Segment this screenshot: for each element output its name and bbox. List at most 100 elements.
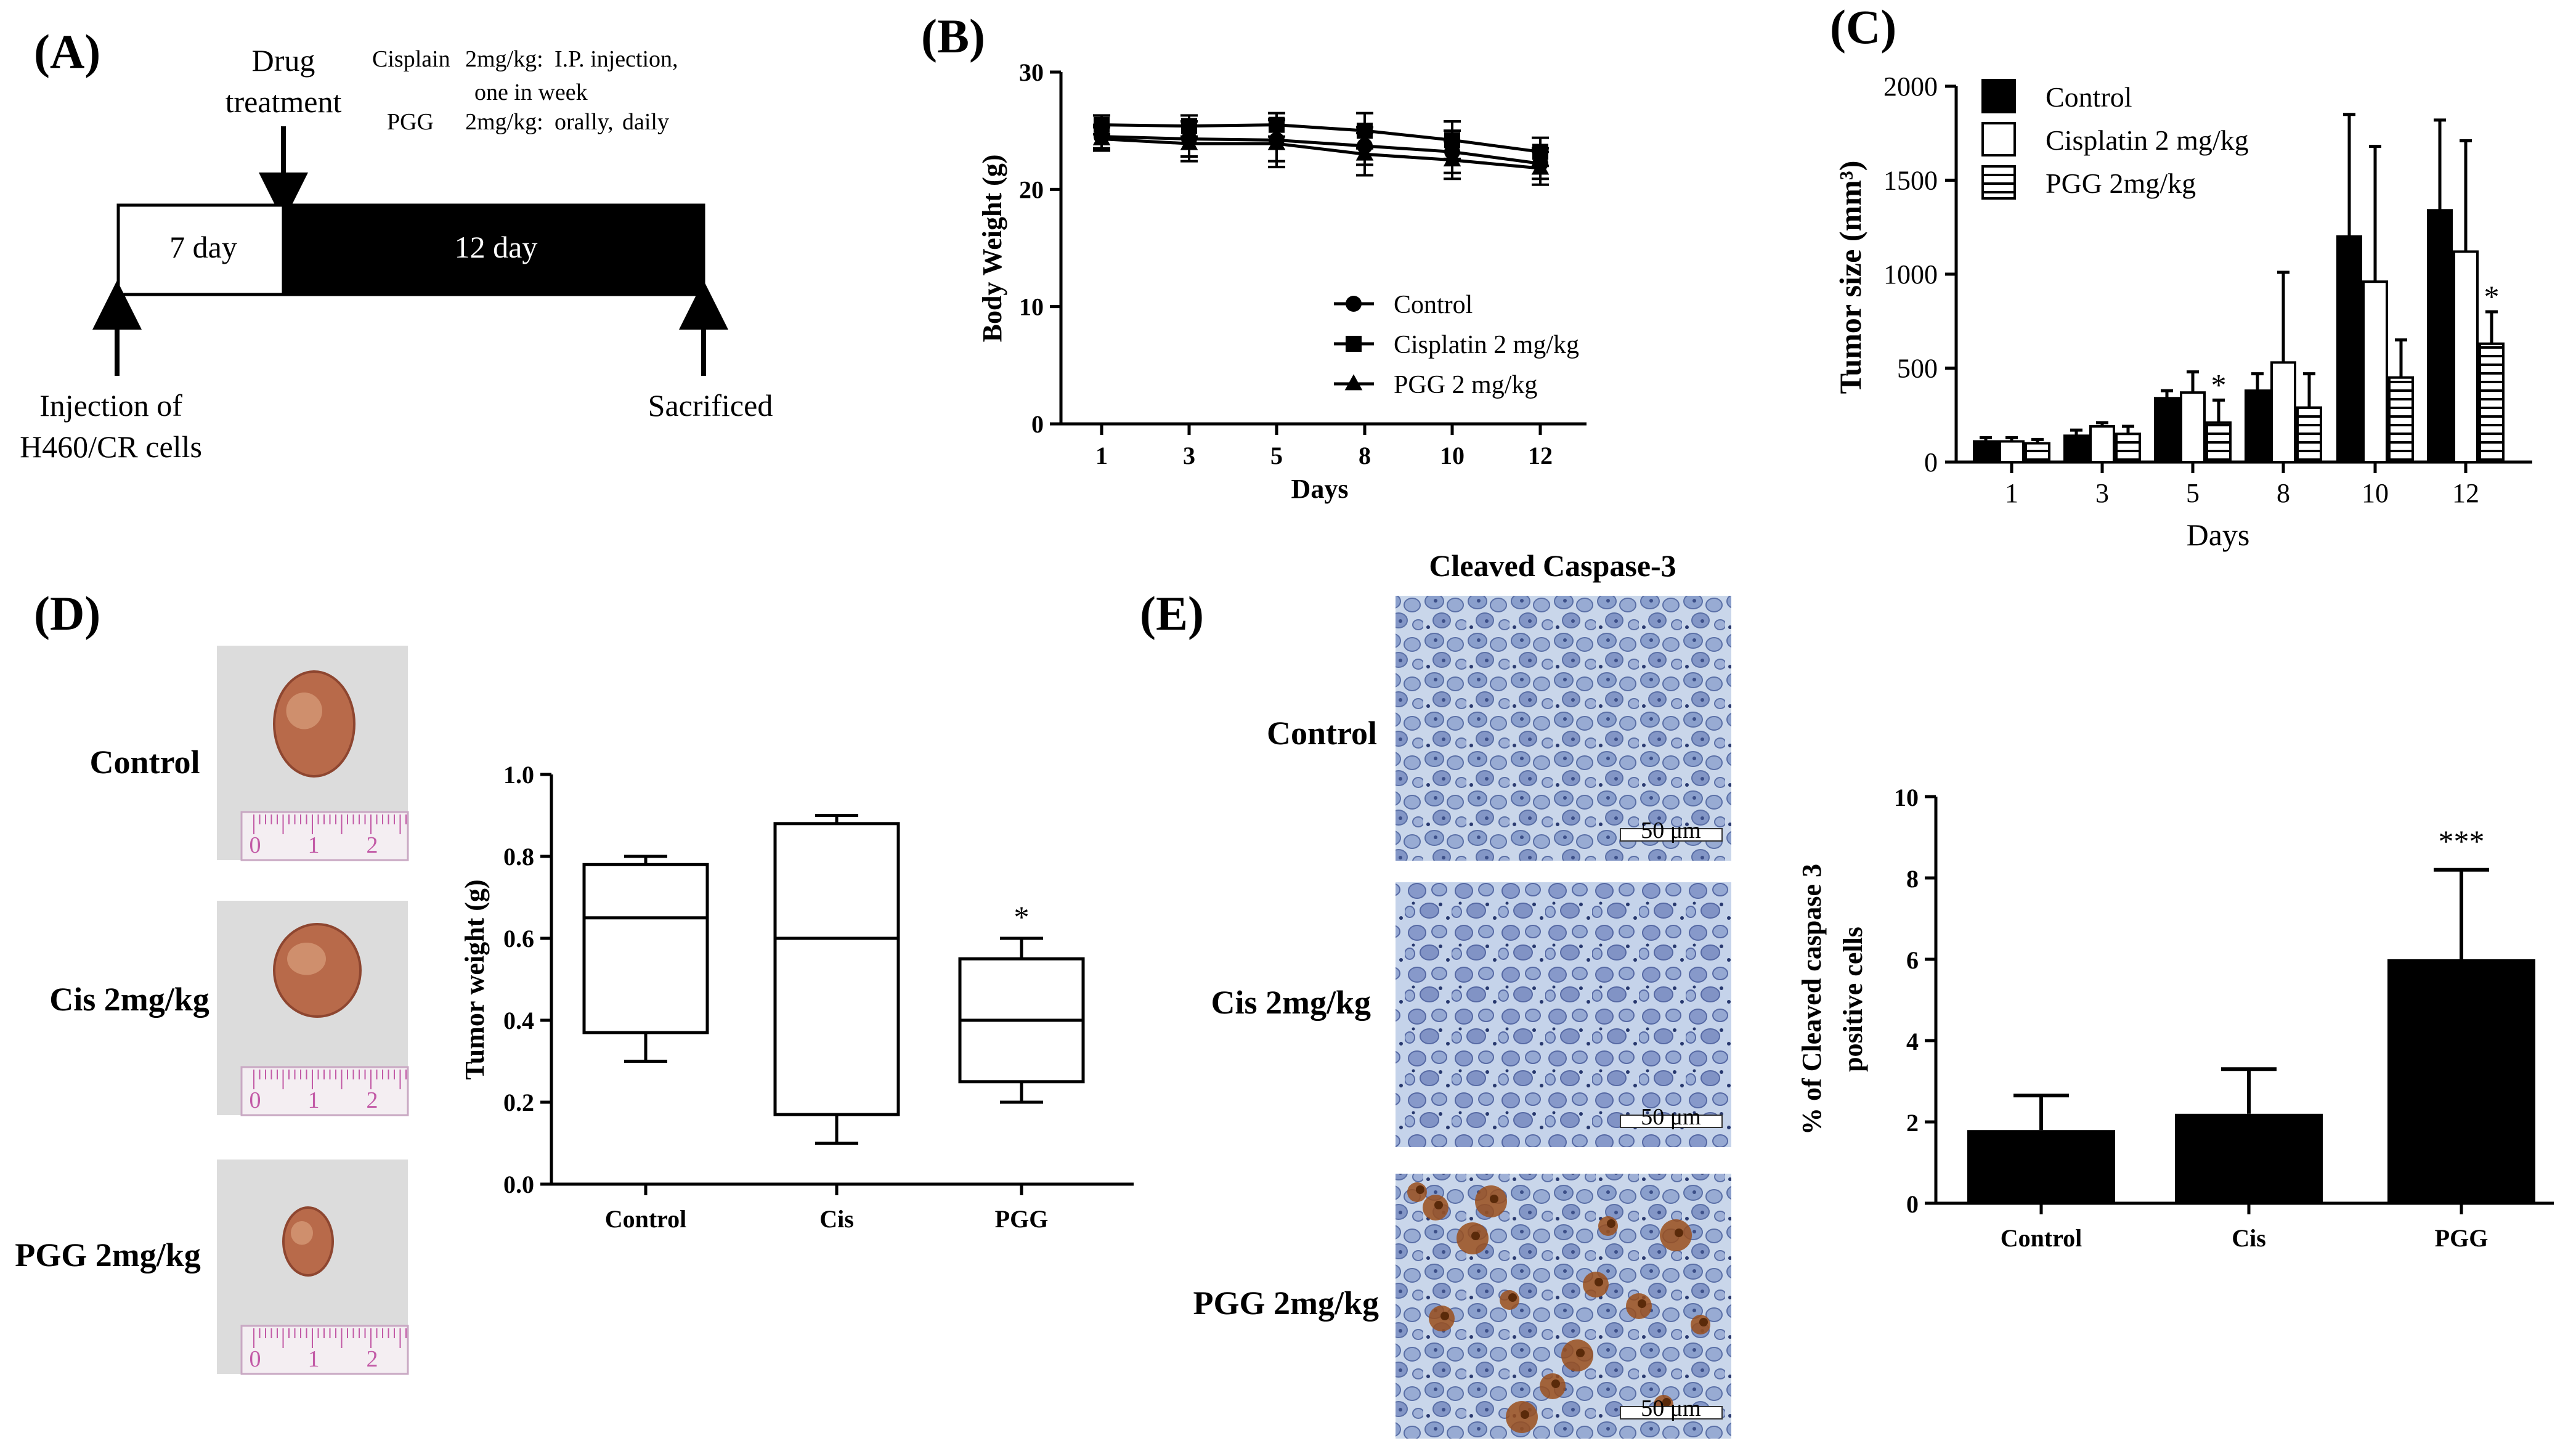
sacrificed-label: Sacrificed xyxy=(648,388,773,423)
e-ytick-label-8: 8 xyxy=(1906,865,1919,893)
chart-e-y-label-line1: % of Cleaved caspase 3 xyxy=(1797,864,1827,1135)
c-bar-0-3 xyxy=(2245,389,2270,463)
panel-e-label: (E) xyxy=(1140,587,1204,640)
d-xtick-label-Cis: Cis xyxy=(819,1205,854,1233)
c-bar-2-1 xyxy=(2115,433,2141,463)
e-xtick-label-PGG: PGG xyxy=(2435,1224,2489,1252)
c-xtick-label-12: 12 xyxy=(2452,478,2479,508)
c-ytick-label-500: 500 xyxy=(1897,354,1938,384)
b-legend-marker-2 xyxy=(1344,374,1363,391)
scale-bar xyxy=(1620,828,1723,842)
caspase-positive-core xyxy=(1638,1299,1646,1308)
caspase-positive-core xyxy=(1508,1293,1517,1302)
chart-e-bars: *** xyxy=(1967,824,2535,1203)
panel-a: (A) Drug treatment Cisplain 2mg/kg: I.P.… xyxy=(20,25,773,464)
e-bar-Cis xyxy=(2175,1113,2323,1203)
c-bar-2-2 xyxy=(2206,421,2232,464)
timeline-pre-label: 7 day xyxy=(169,230,237,264)
b-legend-marker-1 xyxy=(1346,336,1362,352)
c-bar-0-1 xyxy=(2063,434,2089,463)
micro-label-control: Control xyxy=(1267,715,1377,752)
micrograph-1: 50 μm xyxy=(1396,882,1731,1147)
b-xtick-label-8: 8 xyxy=(1359,442,1371,469)
scale-bar-text: 50 μm xyxy=(1641,1395,1700,1421)
photo-label-control: Control xyxy=(89,744,200,781)
d-ytick-label-0.4: 0.4 xyxy=(503,1007,534,1034)
caspase-positive-core xyxy=(1521,1410,1529,1419)
b-legend-label-2: PGG 2 mg/kg xyxy=(1394,371,1537,399)
chart-d-y-ticks: 0.0 0.2 0.4 0.6 0.8 1.0 xyxy=(503,761,551,1198)
e-annotation-0: *** xyxy=(2439,824,2485,858)
scale-bar-text: 50 μm xyxy=(1641,818,1700,843)
caspase-positive-core xyxy=(1490,1195,1498,1203)
b-xtick-label-10: 10 xyxy=(1440,442,1465,469)
drug-treatment-line2: treatment xyxy=(226,84,342,119)
c-bar-0-5 xyxy=(2427,209,2453,463)
ruler-digit-1: 1 xyxy=(308,1346,320,1372)
b-xtick-label-12: 12 xyxy=(1528,442,1553,469)
c-legend-label-1: Cisplatin 2 mg/kg xyxy=(2046,124,2249,156)
c-bar-1-3 xyxy=(2270,361,2296,463)
tumor-photo-2: 0 1 2 xyxy=(217,1160,409,1375)
b-point-2-5 xyxy=(1531,158,1550,175)
c-bar-2-5 xyxy=(2479,342,2505,463)
chart-c-legend: Control Cisplatin 2 mg/kg PGG 2mg/kg xyxy=(1981,79,2249,200)
timeline-treatment-label: 12 day xyxy=(455,230,538,264)
b-point-2-3 xyxy=(1355,144,1374,161)
b-legend-marker-0 xyxy=(1346,296,1362,312)
c-bar-1-0 xyxy=(1999,440,2025,464)
b-ytick-label-0: 0 xyxy=(1031,410,1044,438)
panel-d-label: (D) xyxy=(34,587,100,640)
b-ytick-label-10: 10 xyxy=(1019,293,1044,321)
c-legend-swatch-1 xyxy=(1981,122,2016,156)
photo-label-pgg: PGG 2mg/kg xyxy=(15,1237,201,1273)
c-xtick-label-1: 1 xyxy=(2005,478,2018,508)
caspase-positive-core xyxy=(1416,1185,1424,1194)
chart-d-y-label: Tumor weight (g) xyxy=(460,879,490,1079)
c-xtick-label-3: 3 xyxy=(2095,478,2109,508)
cisplatin-dose: 2mg/kg: xyxy=(465,46,543,72)
caspase-positive-core xyxy=(1607,1219,1615,1228)
panel-e: (E) Cleaved Caspase-3 Control Cis 2mg/kg… xyxy=(1140,548,2554,1439)
pgg-frequency: daily xyxy=(622,109,669,135)
ruler-digit-2: 2 xyxy=(367,1346,378,1372)
chart-c-y-ticks: 0 500 1000 1500 2000 xyxy=(1883,71,1956,477)
panel-c-label: (C) xyxy=(1830,0,1896,54)
injection-line2: H460/CR cells xyxy=(20,429,202,464)
b-series-2 xyxy=(1092,119,1550,186)
ruler-digit-0: 0 xyxy=(250,1087,261,1113)
micrograph-tissue xyxy=(1396,596,1731,861)
b-legend-label-1: Cisplatin 2 mg/kg xyxy=(1394,331,1579,359)
c-legend-swatch-2 xyxy=(1981,165,2016,200)
micro-label-pgg: PGG 2mg/kg xyxy=(1193,1285,1379,1322)
e-ytick-label-6: 6 xyxy=(1906,946,1919,974)
caspase-positive-core xyxy=(1551,1379,1560,1388)
c-bar-0-2 xyxy=(2154,397,2180,463)
d-xtick-label-Control: Control xyxy=(605,1205,687,1233)
b-ytick-label-20: 20 xyxy=(1019,176,1044,203)
micrograph-tissue xyxy=(1396,882,1731,1147)
c-annotation-0: * xyxy=(2211,367,2227,402)
c-bar-2-3 xyxy=(2296,406,2322,463)
d-ytick-label-0.8: 0.8 xyxy=(503,843,534,871)
c-ytick-label-1000: 1000 xyxy=(1883,259,1938,290)
caspase-positive-core xyxy=(1440,1312,1449,1320)
chart-d-x-ticks: Control Cis PGG xyxy=(605,1184,1048,1233)
c-legend-swatch-0 xyxy=(1981,79,2016,113)
c-legend-label-2: PGG 2mg/kg xyxy=(2046,168,2196,199)
cisplatin-schedule: one in week xyxy=(474,79,588,105)
panel-b-label: (B) xyxy=(921,9,985,63)
c-bar-2-4 xyxy=(2388,376,2414,463)
d-ytick-label-0.6: 0.6 xyxy=(503,925,534,952)
pgg-route: orally, xyxy=(555,109,614,135)
micro-label-cis: Cis 2mg/kg xyxy=(1211,984,1371,1021)
tumor-photo-0: 0 1 2 xyxy=(217,646,409,861)
chart-e-y-label-line2: positive cells xyxy=(1838,927,1868,1072)
b-xtick-label-1: 1 xyxy=(1095,442,1108,469)
tumor-photo-1: 0 1 2 xyxy=(217,901,409,1116)
cisplatin-name: Cisplain xyxy=(372,46,450,72)
b-line-0 xyxy=(1101,135,1541,165)
c-bar-1-5 xyxy=(2453,250,2479,463)
micrograph-0: 50 μm xyxy=(1396,596,1731,861)
c-bar-1-4 xyxy=(2362,280,2388,463)
